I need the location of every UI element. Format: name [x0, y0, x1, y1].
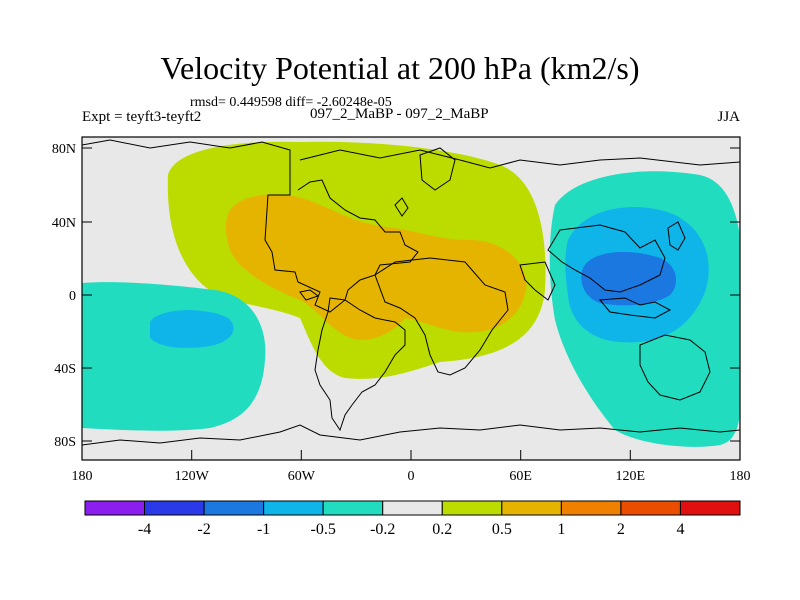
colorbar-box — [382, 500, 443, 516]
colorbar-label: -0.5 — [311, 521, 336, 538]
y-tick-label: 40N — [52, 216, 76, 231]
coastlines — [82, 139, 740, 446]
coastline-north-america — [82, 139, 419, 313]
colorbar-box — [620, 500, 681, 516]
colorbar-box — [84, 500, 146, 516]
colorbar-box — [560, 500, 622, 516]
colorbar-label: -0.2 — [370, 521, 395, 538]
colorbar: -4 -2 -1 -0.5 -0.2 0.2 0.5 1 2 4 — [84, 500, 741, 538]
map-title: Velocity Potential at 200 hPa (km2/s) — [160, 50, 640, 86]
y-axis-ticks — [82, 147, 740, 442]
coastline-south-america — [314, 297, 406, 432]
coastline-antarctica — [82, 424, 740, 446]
y-tick-label: 0 — [69, 289, 76, 304]
colorbar-box — [501, 500, 562, 516]
colorbar-label: 0.5 — [492, 521, 512, 538]
colorbar-box — [144, 500, 205, 516]
contour-fill-negative-west-0-5 — [150, 310, 234, 348]
x-tick-label: 60E — [509, 469, 532, 484]
coastline-europe-asia — [299, 149, 740, 169]
experiment-label: Expt = teyft3-teyft2 — [82, 109, 202, 125]
coastline-africa — [374, 257, 509, 376]
colorbar-box — [679, 500, 741, 516]
colorbar-label: 0.2 — [432, 521, 452, 538]
colorbar-label: -4 — [138, 521, 151, 538]
coastline-east-asia — [547, 224, 666, 293]
colorbar-box — [203, 500, 265, 516]
colorbar-label: 4 — [676, 521, 684, 538]
coastline-indonesia — [598, 297, 672, 319]
x-tick-label: 0 — [408, 469, 415, 484]
season-label: JJA — [717, 109, 740, 125]
x-axis-ticks — [81, 450, 741, 460]
contour-fill-negative-east-1 — [581, 252, 676, 306]
x-tick-label: 120E — [616, 469, 646, 484]
coastline-uk — [394, 197, 409, 217]
colorbar-label: -1 — [257, 521, 270, 538]
coastline-japan — [667, 221, 686, 251]
x-tick-label: 120W — [175, 469, 210, 484]
colorbar-box — [322, 500, 384, 516]
contour-fill-positive-0-5 — [225, 194, 527, 340]
colorbar-box — [263, 500, 324, 516]
x-tick-label: 180 — [72, 469, 93, 484]
case-label: 097_2_MaBP - 097_2_MaBP — [310, 106, 489, 122]
coastline-caribbean — [299, 289, 320, 301]
y-tick-label: 80S — [54, 435, 76, 450]
x-tick-label: 180 — [730, 469, 751, 484]
colorbar-label: 1 — [557, 521, 565, 538]
coastline-greenland — [419, 147, 456, 191]
coastline-india — [519, 261, 556, 301]
y-tick-label: 80N — [52, 142, 76, 157]
coastline-australia — [639, 334, 711, 401]
colorbar-label: -2 — [197, 521, 210, 538]
y-tick-label: 40S — [54, 362, 76, 377]
x-tick-label: 60W — [288, 469, 316, 484]
colorbar-box — [441, 500, 503, 516]
colorbar-label: 2 — [617, 521, 625, 538]
rmsd-diff-stats: rmsd= 0.449598 diff= -2.60248e-05 — [190, 95, 392, 110]
contour-fill-negative-west-0-2 — [82, 282, 266, 431]
